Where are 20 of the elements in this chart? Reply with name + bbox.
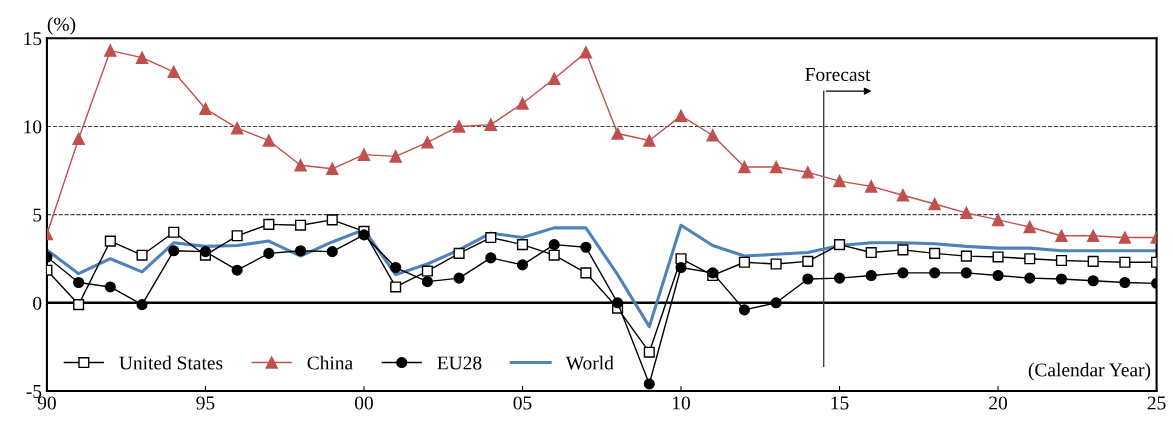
y-tick-label: -5 (26, 385, 42, 398)
ref-line-label: Forecast (805, 68, 871, 82)
x-tick-label: 90 (37, 396, 56, 410)
y-axis-title: (%) (47, 17, 76, 35)
y-tick-label: 10 (24, 120, 42, 134)
y-tick-label: 0 (33, 296, 42, 310)
x-tick-label: 25 (1147, 396, 1166, 410)
y-tick-label: 5 (33, 208, 42, 222)
x-tick-label: 00 (354, 396, 373, 410)
legend-label: China (307, 355, 353, 370)
x-tick-label: 10 (673, 396, 690, 410)
x-axis-title: (Calendar Year) (1028, 362, 1151, 381)
y-tick-label: 15 (24, 32, 42, 46)
x-tick-label: 15 (831, 396, 849, 410)
x-tick-label: 20 (989, 396, 1008, 410)
x-tick-label: 05 (513, 396, 532, 410)
legend-label: World (565, 355, 614, 370)
legend-label: EU28 (437, 356, 482, 370)
legend-label: United States (119, 355, 223, 370)
x-tick-label: 95 (196, 396, 215, 410)
